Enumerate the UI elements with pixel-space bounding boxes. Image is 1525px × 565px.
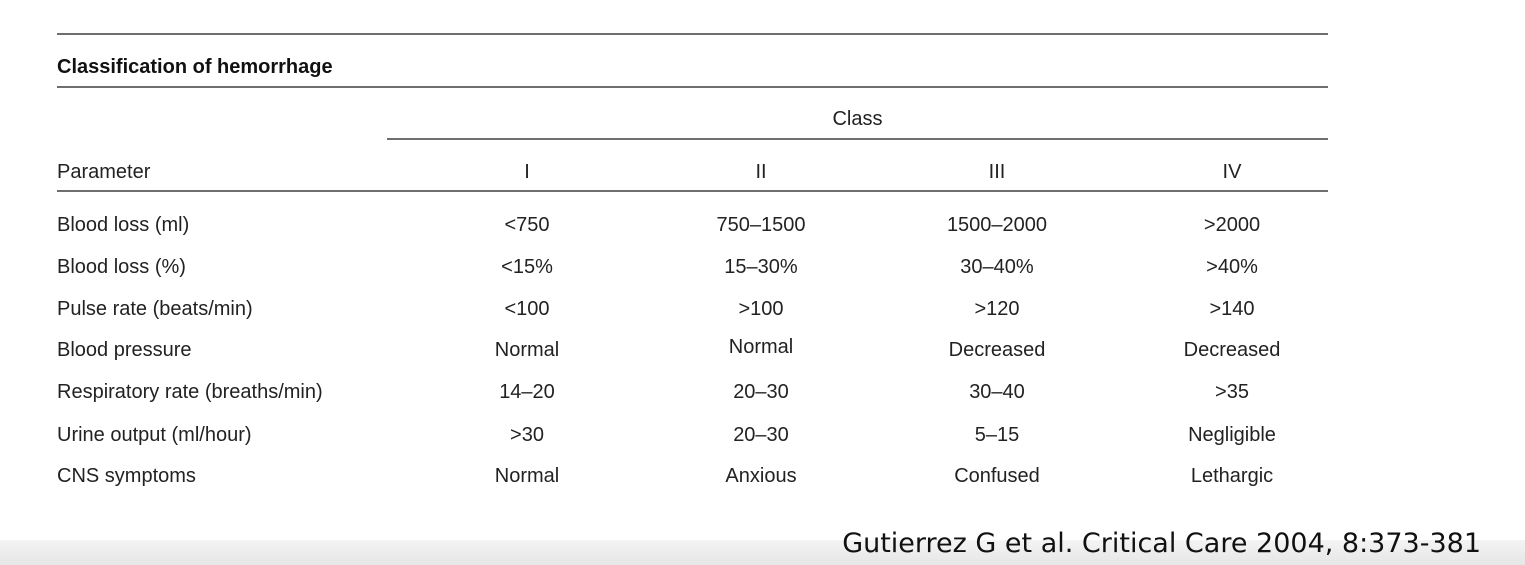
table-title: Classification of hemorrhage bbox=[57, 56, 333, 78]
table-cell: >35 bbox=[1215, 381, 1249, 403]
table-cell: Normal bbox=[494, 465, 560, 487]
table-cell: 15–30% bbox=[724, 256, 798, 278]
table-cell: 14–20 bbox=[499, 381, 555, 403]
bottom-band bbox=[0, 540, 1525, 565]
table-cell: >40% bbox=[1206, 256, 1258, 278]
column-header-class-iv: IV bbox=[1222, 161, 1242, 183]
table-cell: 1500–2000 bbox=[946, 214, 1048, 236]
table-cell: 5–15 bbox=[974, 424, 1020, 446]
column-header-class-iii: III bbox=[988, 161, 1006, 183]
row-label-urine-output: Urine output (ml/hour) bbox=[57, 424, 252, 446]
table-cell: Normal bbox=[494, 339, 560, 361]
table-cell: 20–30 bbox=[733, 424, 789, 446]
title-rule bbox=[57, 86, 1328, 88]
row-label-blood-loss-ml: Blood loss (ml) bbox=[57, 214, 190, 236]
table-cell: Negligible bbox=[1188, 424, 1276, 446]
table-cell: Decreased bbox=[1183, 339, 1281, 361]
table-cell: <100 bbox=[504, 298, 550, 320]
table-cell: Anxious bbox=[725, 465, 797, 487]
table-cell: Normal bbox=[728, 336, 794, 358]
table-cell: >100 bbox=[738, 298, 784, 320]
table-cell: >30 bbox=[510, 424, 544, 446]
row-label-blood-pressure: Blood pressure bbox=[57, 339, 192, 361]
table-cell: >120 bbox=[974, 298, 1020, 320]
table-cell: 30–40 bbox=[969, 381, 1025, 403]
column-header-class-ii: II bbox=[755, 161, 767, 183]
citation: Gutierrez G et al. Critical Care 2004, 8… bbox=[842, 528, 1481, 559]
header-rule bbox=[57, 190, 1328, 192]
class-heading: Class bbox=[832, 108, 883, 130]
table-cell: 750–1500 bbox=[716, 214, 806, 236]
table-cell: Lethargic bbox=[1190, 465, 1274, 487]
table-cell: >2000 bbox=[1203, 214, 1261, 236]
row-label-pulse-rate: Pulse rate (beats/min) bbox=[57, 298, 253, 320]
table-cell: Confused bbox=[954, 465, 1040, 487]
parameter-heading: Parameter bbox=[57, 161, 151, 183]
table-cell: 20–30 bbox=[733, 381, 789, 403]
table-cell: Decreased bbox=[948, 339, 1046, 361]
row-label-cns-symptoms: CNS symptoms bbox=[57, 465, 196, 487]
column-header-class-i: I bbox=[524, 161, 530, 183]
top-rule bbox=[57, 33, 1328, 35]
table-cell: >140 bbox=[1209, 298, 1255, 320]
class-rule bbox=[387, 138, 1328, 140]
table-cell: 30–40% bbox=[960, 256, 1034, 278]
table-cell: <15% bbox=[501, 256, 553, 278]
row-label-blood-loss-percent: Blood loss (%) bbox=[57, 256, 186, 278]
table-cell: <750 bbox=[504, 214, 550, 236]
row-label-respiratory-rate: Respiratory rate (breaths/min) bbox=[57, 381, 323, 403]
